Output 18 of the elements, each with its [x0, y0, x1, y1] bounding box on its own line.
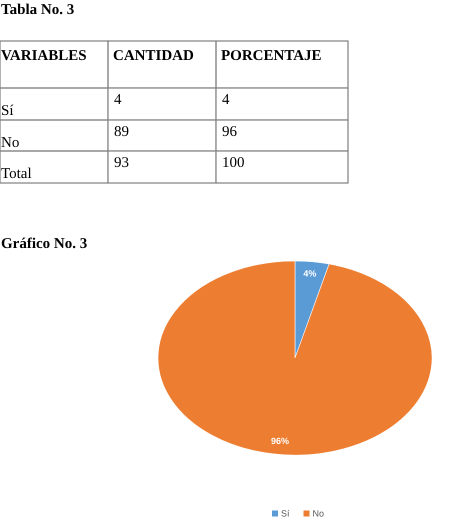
- y-axis-title: VARIABLES: [1, 48, 87, 64]
- data-label: 100: [222, 155, 244, 171]
- data-label: 4: [114, 92, 122, 108]
- legend-label: Sí: [281, 508, 290, 518]
- x-tick-label: PORCENTAJE: [221, 48, 322, 64]
- chart-title: Tabla No. 3: [1, 2, 74, 18]
- data-label: 89: [114, 124, 129, 140]
- y-tick-label: No: [1, 135, 20, 151]
- chart-title: Gráfico No. 3: [1, 236, 88, 252]
- legend-label: No: [312, 508, 324, 518]
- x-tick-label: CANTIDAD: [113, 48, 194, 64]
- data-label: 93: [114, 155, 129, 171]
- y-tick-label: Total: [1, 166, 32, 182]
- y-tick-label: Sí: [1, 103, 14, 119]
- data-label: 96: [222, 124, 238, 140]
- data-label: 96%: [271, 436, 290, 446]
- data-label: 4%: [303, 268, 316, 279]
- data-label: 4: [222, 92, 230, 108]
